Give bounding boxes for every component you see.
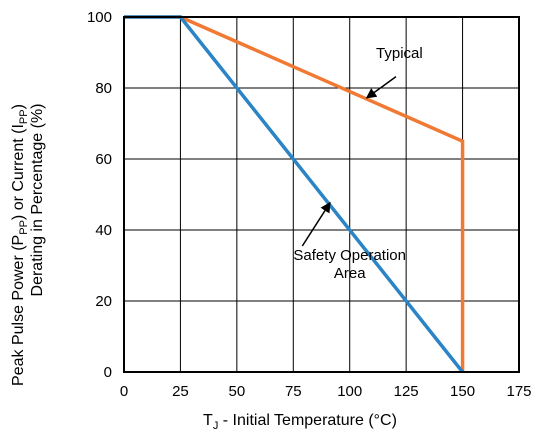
y-tick-label: 100 — [87, 9, 112, 26]
y-tick-label: 40 — [95, 222, 112, 239]
x-tick-label: 0 — [120, 383, 128, 400]
x-tick-label: 75 — [285, 383, 302, 400]
x-tick-label: 100 — [337, 383, 362, 400]
x-tick-label: 175 — [506, 383, 531, 400]
annotation-label: Safety Operation Area — [293, 247, 406, 282]
x-tick-label: 25 — [172, 383, 189, 400]
x-tick-label: 150 — [450, 383, 475, 400]
annotation-label: Typical — [376, 45, 423, 62]
plot-frame — [123, 16, 520, 373]
annotation-arrow — [365, 76, 397, 99]
tick-labels: 0 25 50 75 100 125 150 175 0 20 40 60 80 100 — [87, 9, 532, 400]
x-tick-label: 50 — [229, 383, 246, 400]
y-tick-label: 80 — [95, 80, 112, 97]
y-axis-label-line2: Derating in Percentage (%) — [29, 104, 46, 297]
y-tick-label: 0 — [104, 364, 112, 381]
y-tick-label: 60 — [95, 151, 112, 168]
y-axis-label-line1: Peak Pulse Power (PPP) or Current (IPP) — [10, 104, 30, 386]
annotation-arrow — [301, 201, 331, 247]
annotations: Typical Safety Operation Area — [293, 45, 422, 282]
x-tick-label: 125 — [394, 383, 419, 400]
x-axis-label: TJ - Initial Temperature (°C) — [203, 412, 397, 432]
y-tick-label: 20 — [95, 293, 112, 310]
